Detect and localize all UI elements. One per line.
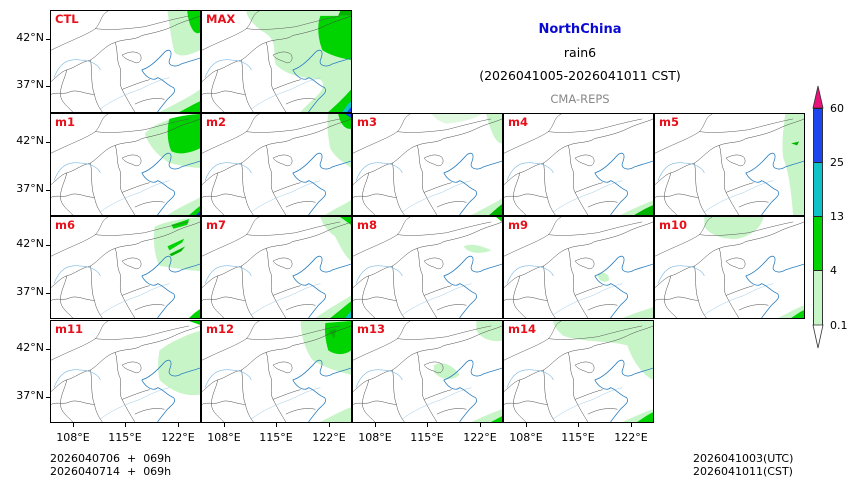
panel-label: MAX <box>206 12 236 26</box>
panel-label: m11 <box>55 322 83 336</box>
panel-label: m2 <box>206 115 226 129</box>
xtick-label: 122°E <box>312 431 346 444</box>
ytick-mark <box>46 349 50 350</box>
colorbar-label: 0.1 <box>830 319 848 332</box>
panel-m14: m14 <box>503 320 654 423</box>
panel-m12: m12 <box>201 320 352 423</box>
panel-m7: m7 <box>201 216 352 319</box>
ytick-mark <box>46 397 50 398</box>
colorbar-label: 13 <box>830 210 844 223</box>
colorbar-label: 25 <box>830 156 844 169</box>
ytick-mark <box>46 293 50 294</box>
xtick-mark <box>73 423 74 427</box>
panel-m3: m3 <box>352 113 503 216</box>
xtick-label: 115°E <box>410 431 444 444</box>
panel-label: m6 <box>55 218 75 232</box>
panel-m5: m5 <box>654 113 805 216</box>
ytick-mark <box>46 39 50 40</box>
ytick-label: 42°N <box>16 31 44 44</box>
xtick-label: 122°E <box>463 431 497 444</box>
plot-title-variable: rain6 <box>563 45 597 60</box>
xtick-mark <box>224 423 225 427</box>
xtick-label: 108°E <box>509 431 543 444</box>
panel-m10: m10 <box>654 216 805 319</box>
panel-label: m7 <box>206 218 226 232</box>
ytick-label: 42°N <box>16 134 44 147</box>
panel-ctl: CTL <box>50 10 201 113</box>
panel-label: m1 <box>55 115 75 129</box>
panel-m9: m9 <box>503 216 654 319</box>
xtick-label: 122°E <box>614 431 648 444</box>
ytick-label: 42°N <box>16 341 44 354</box>
ytick-mark <box>46 142 50 143</box>
panel-m13: m13 <box>352 320 503 423</box>
panel-max: MAX <box>201 10 352 113</box>
xtick-mark <box>480 423 481 427</box>
xtick-label: 108°E <box>56 431 90 444</box>
xtick-mark <box>427 423 428 427</box>
init-time-line-1: 2026040706 + 069h <box>50 452 172 465</box>
colorbar-segment-4-13 <box>814 216 822 270</box>
panel-label: m4 <box>508 115 528 129</box>
xtick-mark <box>329 423 330 427</box>
panel-label: m10 <box>659 218 687 232</box>
valid-time-utc: 2026041003(UTC) <box>693 452 794 465</box>
xtick-label: 108°E <box>358 431 392 444</box>
colorbar-segment-0.1-4 <box>814 270 822 325</box>
colorbar-extend-max <box>812 85 824 109</box>
xtick-mark <box>178 423 179 427</box>
valid-time-cst: 2026041011(CST) <box>693 465 793 478</box>
panel-m4: m4 <box>503 113 654 216</box>
plot-title-period: (2026041005-2026041011 CST) <box>479 68 681 83</box>
xtick-mark <box>526 423 527 427</box>
panel-label: m9 <box>508 218 528 232</box>
panel-m6: m6 <box>50 216 201 319</box>
panel-label: m12 <box>206 322 234 336</box>
colorbar-segment-13-25 <box>814 162 822 216</box>
colorbar-extend-min <box>812 324 824 349</box>
xtick-mark <box>631 423 632 427</box>
ytick-mark <box>46 86 50 87</box>
panel-label: CTL <box>55 12 79 26</box>
xtick-label: 115°E <box>108 431 142 444</box>
ytick-label: 37°N <box>16 78 44 91</box>
xtick-mark <box>578 423 579 427</box>
colorbar <box>813 108 823 325</box>
plot-title-model: CMA-REPS <box>550 92 610 106</box>
xtick-mark <box>125 423 126 427</box>
init-time-line-2: 2026040714 + 069h <box>50 465 172 478</box>
ytick-mark <box>46 190 50 191</box>
xtick-label: 115°E <box>561 431 595 444</box>
panel-label: m8 <box>357 218 377 232</box>
panel-label: m5 <box>659 115 679 129</box>
ytick-label: 37°N <box>16 389 44 402</box>
xtick-mark <box>276 423 277 427</box>
panel-m1: m1 <box>50 113 201 216</box>
panel-label: m14 <box>508 322 536 336</box>
ytick-label: 37°N <box>16 285 44 298</box>
panel-m8: m8 <box>352 216 503 319</box>
colorbar-label: 60 <box>830 102 844 115</box>
plot-title-region: NorthChina <box>538 22 622 37</box>
ytick-label: 42°N <box>16 237 44 250</box>
colorbar-segment-25-60 <box>814 108 822 162</box>
xtick-label: 108°E <box>207 431 241 444</box>
colorbar-label: 4 <box>830 264 837 277</box>
panel-label: m3 <box>357 115 377 129</box>
ytick-mark <box>46 245 50 246</box>
xtick-label: 122°E <box>161 431 195 444</box>
panel-m11: m11 <box>50 320 201 423</box>
xtick-mark <box>375 423 376 427</box>
xtick-label: 115°E <box>259 431 293 444</box>
panel-m2: m2 <box>201 113 352 216</box>
ytick-label: 37°N <box>16 182 44 195</box>
panel-label: m13 <box>357 322 385 336</box>
